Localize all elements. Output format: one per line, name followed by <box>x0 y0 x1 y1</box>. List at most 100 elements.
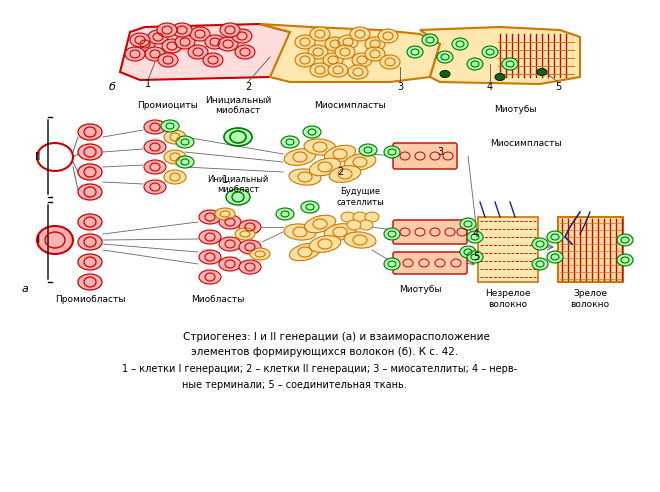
Ellipse shape <box>224 128 252 146</box>
Ellipse shape <box>199 210 221 224</box>
Ellipse shape <box>239 260 261 274</box>
Ellipse shape <box>215 208 235 220</box>
Ellipse shape <box>338 35 358 49</box>
Ellipse shape <box>384 146 400 158</box>
Ellipse shape <box>144 120 166 134</box>
Text: ные терминали; 5 – соединительная ткань.: ные терминали; 5 – соединительная ткань. <box>182 380 407 390</box>
Ellipse shape <box>323 53 343 67</box>
Ellipse shape <box>344 232 376 248</box>
Ellipse shape <box>161 120 179 132</box>
Ellipse shape <box>532 238 548 250</box>
Text: 2: 2 <box>245 82 251 92</box>
Ellipse shape <box>617 234 633 246</box>
Ellipse shape <box>359 144 377 156</box>
Ellipse shape <box>547 251 563 263</box>
Ellipse shape <box>310 158 341 176</box>
Ellipse shape <box>158 53 178 67</box>
Ellipse shape <box>617 254 633 266</box>
Ellipse shape <box>281 136 299 148</box>
Ellipse shape <box>235 45 255 59</box>
Ellipse shape <box>467 251 483 263</box>
Ellipse shape <box>276 208 294 220</box>
FancyBboxPatch shape <box>478 217 538 282</box>
Ellipse shape <box>78 274 102 290</box>
Ellipse shape <box>144 140 166 154</box>
Ellipse shape <box>310 27 330 41</box>
Ellipse shape <box>162 39 182 53</box>
Ellipse shape <box>384 258 400 270</box>
Polygon shape <box>260 24 440 82</box>
Ellipse shape <box>218 37 238 51</box>
Ellipse shape <box>284 224 316 240</box>
Ellipse shape <box>130 33 150 47</box>
Ellipse shape <box>239 220 261 234</box>
Ellipse shape <box>220 23 240 37</box>
Ellipse shape <box>329 166 361 183</box>
Text: 5: 5 <box>555 82 561 92</box>
FancyBboxPatch shape <box>393 220 467 244</box>
Text: б: б <box>108 82 116 92</box>
Ellipse shape <box>78 214 102 230</box>
Ellipse shape <box>301 201 319 213</box>
Ellipse shape <box>175 35 195 49</box>
Ellipse shape <box>232 29 252 43</box>
Ellipse shape <box>78 254 102 270</box>
Ellipse shape <box>365 47 385 61</box>
Text: а: а <box>22 284 28 294</box>
Ellipse shape <box>203 53 223 67</box>
Ellipse shape <box>37 226 73 254</box>
Text: Промиобласты: Промиобласты <box>55 295 125 304</box>
Ellipse shape <box>380 55 400 69</box>
Text: 3: 3 <box>437 147 443 157</box>
Ellipse shape <box>172 23 192 37</box>
FancyBboxPatch shape <box>393 143 457 169</box>
Text: Инициальный
миобласт: Инициальный миобласт <box>207 174 269 194</box>
FancyBboxPatch shape <box>393 252 467 274</box>
Text: II: II <box>35 152 41 162</box>
Ellipse shape <box>502 58 518 70</box>
Ellipse shape <box>284 149 316 165</box>
Ellipse shape <box>532 258 548 270</box>
Text: Миотубы: Миотубы <box>399 284 442 294</box>
Ellipse shape <box>250 248 270 260</box>
Text: элементов формирующихся волокон (б). К с. 42.: элементов формирующихся волокон (б). К с… <box>191 347 459 357</box>
Text: Стриогенез: I и II генерации (а) и взаиморасположение: Стриогенез: I и II генерации (а) и взаим… <box>170 332 490 342</box>
Text: 1: 1 <box>222 175 228 185</box>
Ellipse shape <box>440 70 450 78</box>
Ellipse shape <box>495 73 505 81</box>
Ellipse shape <box>78 144 102 160</box>
Polygon shape <box>420 27 580 84</box>
Ellipse shape <box>352 53 372 67</box>
Text: Миотубы: Миотубы <box>494 105 536 115</box>
Text: Миосимпласты: Миосимпласты <box>314 100 386 110</box>
Ellipse shape <box>310 63 330 77</box>
Text: Миобласты: Миобласты <box>191 295 245 304</box>
Ellipse shape <box>537 68 547 75</box>
Ellipse shape <box>304 215 335 233</box>
Text: 2: 2 <box>337 167 343 177</box>
Ellipse shape <box>295 35 315 49</box>
Ellipse shape <box>289 243 321 261</box>
Ellipse shape <box>144 160 166 174</box>
Text: Будущие
сателлиты: Будущие сателлиты <box>336 187 384 207</box>
Ellipse shape <box>350 27 370 41</box>
Text: 1 – клетки I генерации; 2 – клетки II генерации; 3 – миосателлиты; 4 – нерв-: 1 – клетки I генерации; 2 – клетки II ге… <box>123 364 517 374</box>
Text: 5: 5 <box>473 252 479 262</box>
Ellipse shape <box>219 237 241 251</box>
Ellipse shape <box>308 45 328 59</box>
Text: Зрелое
волокно: Зрелое волокно <box>570 289 610 308</box>
Text: 3: 3 <box>397 82 403 92</box>
Text: Промиоциты: Промиоциты <box>138 100 199 110</box>
Ellipse shape <box>324 224 356 241</box>
Ellipse shape <box>303 126 321 138</box>
Ellipse shape <box>348 65 368 79</box>
Ellipse shape <box>325 37 345 51</box>
Ellipse shape <box>378 29 398 43</box>
Ellipse shape <box>547 231 563 243</box>
Ellipse shape <box>437 51 453 63</box>
Ellipse shape <box>344 154 376 170</box>
Ellipse shape <box>226 189 250 205</box>
Polygon shape <box>120 24 310 80</box>
Ellipse shape <box>353 212 367 222</box>
Text: 4: 4 <box>487 82 493 92</box>
